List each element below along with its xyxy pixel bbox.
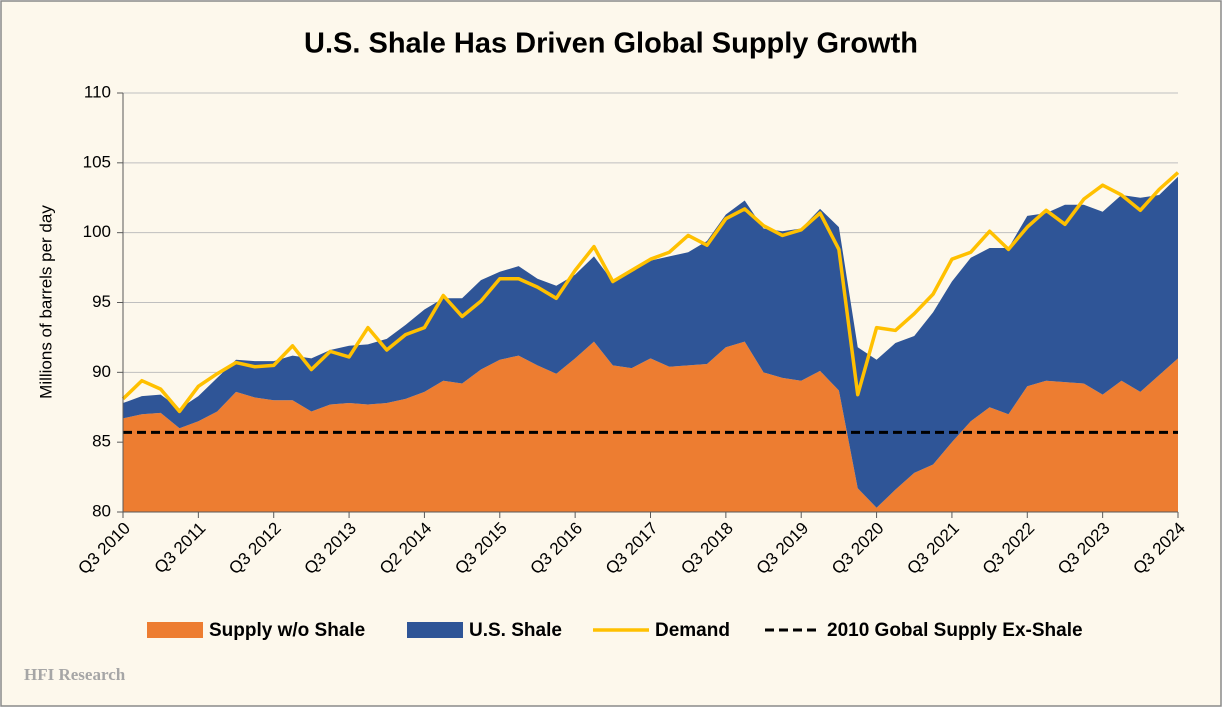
plot — [121, 171, 1180, 512]
legend-label: Demand — [655, 620, 730, 641]
line — [121, 171, 1180, 414]
y-tick-label: 100 — [83, 222, 111, 241]
y-tick-label: 95 — [92, 292, 111, 311]
y-tick-label: 105 — [83, 152, 111, 171]
y-axis-label: Millions of barrels per day — [36, 205, 55, 399]
legend-label: U.S. Shale — [469, 620, 562, 641]
legend-swatch — [407, 622, 463, 638]
chart-title: U.S. Shale Has Driven Global Supply Grow… — [304, 28, 918, 60]
y-tick-label: 80 — [92, 501, 111, 520]
y-tick-label: 110 — [84, 82, 111, 101]
area — [123, 176, 1178, 508]
y-tick-label: 85 — [92, 432, 111, 451]
y-tick-label: 90 — [92, 362, 111, 381]
legend-label: Supply w/o Shale — [209, 620, 365, 641]
area — [123, 341, 1178, 512]
source: HFI Research — [24, 665, 126, 684]
legend: Supply w/o Shale U.S. Shale Demand 2010 Gob… — [147, 620, 1083, 641]
legend-swatch — [147, 622, 203, 638]
legend-label: 2010 Gobal Supply Ex-Shale — [827, 620, 1083, 641]
